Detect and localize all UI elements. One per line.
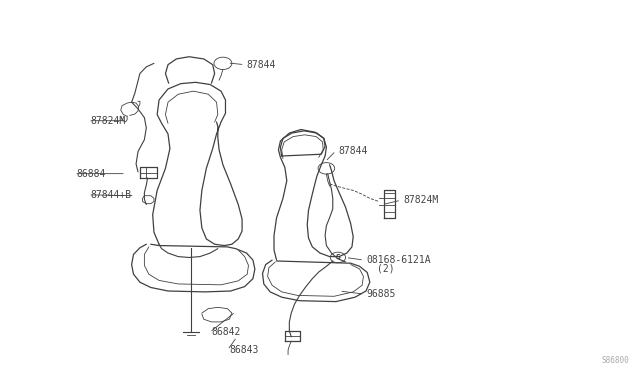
Text: 86843: 86843 bbox=[229, 345, 259, 355]
Text: 87844: 87844 bbox=[338, 146, 367, 156]
Text: 87844: 87844 bbox=[246, 60, 276, 70]
Text: S86800: S86800 bbox=[602, 356, 630, 365]
Text: (2): (2) bbox=[378, 264, 395, 274]
Text: 08168-6121A: 08168-6121A bbox=[366, 255, 431, 265]
Text: 86884: 86884 bbox=[76, 169, 106, 179]
Text: 87844+B: 87844+B bbox=[90, 190, 131, 200]
Text: 96885: 96885 bbox=[366, 289, 396, 299]
Text: 87824M: 87824M bbox=[90, 116, 125, 126]
Text: 86842: 86842 bbox=[211, 327, 241, 337]
Text: 87824M: 87824M bbox=[403, 195, 438, 205]
Text: S: S bbox=[335, 254, 340, 260]
